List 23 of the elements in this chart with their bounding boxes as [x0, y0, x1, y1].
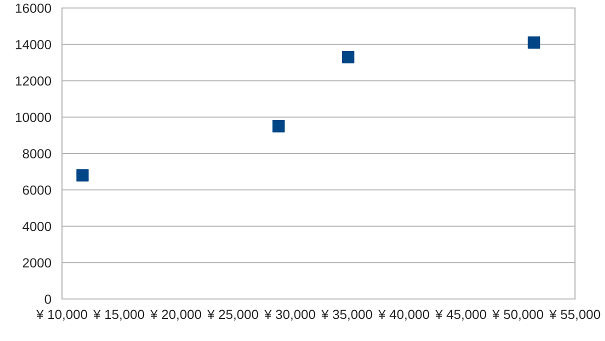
x-tick-label: ¥ 20,000 — [150, 310, 202, 321]
x-tick-label: ¥ 55,000 — [549, 310, 600, 321]
y-tick-label: 14000 — [16, 40, 52, 50]
y-tick-label: 2000 — [22, 258, 52, 268]
point — [528, 36, 540, 49]
point — [272, 120, 285, 132]
x-tick-label: ¥ 30,000 — [264, 310, 316, 321]
y-tick-label: 6000 — [22, 185, 52, 195]
y-tick-label: 0 — [44, 294, 52, 304]
x-tick-label: ¥ 35,000 — [321, 310, 372, 321]
x-tick-label: ¥ 10,000 — [36, 310, 88, 321]
x-tick-label: ¥ 15,000 — [93, 310, 144, 321]
y-tick-label: 16000 — [16, 4, 52, 13]
x-tick-label: ¥ 50,000 — [492, 310, 544, 321]
x-tick-label: ¥ 25,000 — [207, 310, 258, 321]
y-tick-label: 8000 — [22, 149, 52, 158]
y-tick-label: 12000 — [16, 76, 52, 86]
x-tick-label: ¥ 40,000 — [378, 310, 430, 321]
y-tick-label: 4000 — [22, 222, 52, 232]
point — [342, 50, 354, 64]
point — [76, 169, 89, 182]
y-tick-label: 10000 — [16, 112, 52, 122]
x-tick-label: ¥ 45,000 — [435, 310, 486, 321]
